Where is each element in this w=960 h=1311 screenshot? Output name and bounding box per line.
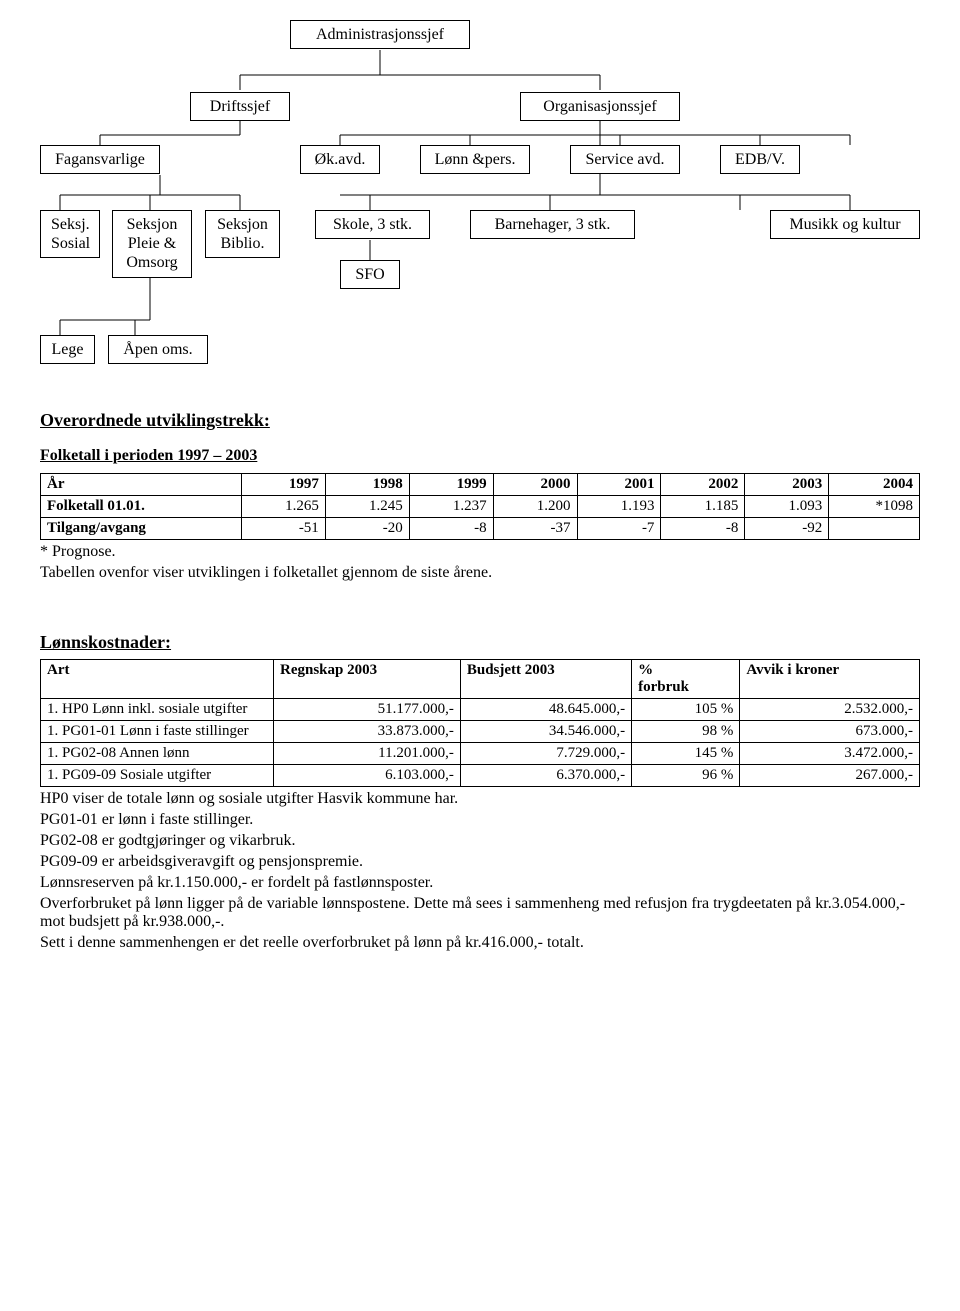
t2-r3-budsjett: 6.370.000,-: [460, 765, 631, 787]
t1-r0-c7: 1.093: [745, 496, 829, 518]
node-sosial: Seksj. Sosial: [40, 210, 100, 258]
t1-r0-c8: *1098: [829, 496, 920, 518]
t1-r0-c3: 1.237: [409, 496, 493, 518]
t1-col-2000: 2000: [493, 474, 577, 496]
t1-r1-c7: -92: [745, 518, 829, 540]
t2-r1-forbruk: 98 %: [632, 721, 740, 743]
section-lonnskostnader-title: Lønnskostnader:: [40, 632, 920, 653]
node-lege: Lege: [40, 335, 95, 364]
table-row: 1. HP0 Lønn inkl. sosiale utgifter 51.17…: [41, 699, 920, 721]
org-chart-lines: [40, 20, 920, 380]
node-barnehager: Barnehager, 3 stk.: [470, 210, 635, 239]
t2-r3-art: 1. PG09-09 Sosiale utgifter: [41, 765, 274, 787]
node-edb: EDB/V.: [720, 145, 800, 174]
t2-col-forbruk: % forbruk: [632, 660, 740, 699]
t2-col-regnskap: Regnskap 2003: [274, 660, 461, 699]
table-row: Folketall 01.01. 1.265 1.245 1.237 1.200…: [41, 496, 920, 518]
body-p7: Sett i denne sammenhengen er det reelle …: [40, 934, 920, 952]
t1-col-2001: 2001: [577, 474, 661, 496]
body-p5: Lønnsreserven på kr.1.150.000,- er forde…: [40, 874, 920, 892]
t1-r1-c3: -8: [409, 518, 493, 540]
table1-footnote-desc: Tabellen ovenfor viser utviklingen i fol…: [40, 564, 920, 582]
table-folketall: År 1997 1998 1999 2000 2001 2002 2003 20…: [40, 473, 920, 540]
t1-r0-c6: 1.185: [661, 496, 745, 518]
t1-col-ar: År: [41, 474, 242, 496]
node-sfo: SFO: [340, 260, 400, 289]
t2-r1-art: 1. PG01-01 Lønn i faste stillinger: [41, 721, 274, 743]
table-row: 1. PG01-01 Lønn i faste stillinger 33.87…: [41, 721, 920, 743]
t2-r2-budsjett: 7.729.000,-: [460, 743, 631, 765]
t2-r0-budsjett: 48.645.000,-: [460, 699, 631, 721]
t2-r0-art: 1. HP0 Lønn inkl. sosiale utgifter: [41, 699, 274, 721]
body-p6: Overforbruket på lønn ligger på de varia…: [40, 895, 920, 931]
table-row: 1. PG02-08 Annen lønn 11.201.000,- 7.729…: [41, 743, 920, 765]
section-utviklingstrekk-title: Overordnede utviklingstrekk:: [40, 410, 920, 431]
node-lonn: Lønn &pers.: [420, 145, 530, 174]
body-p1: HP0 viser de totale lønn og sosiale utgi…: [40, 790, 920, 808]
table1-footnote-prognose: * Prognose.: [40, 543, 920, 561]
t1-col-2002: 2002: [661, 474, 745, 496]
t1-r0-label: Folketall 01.01.: [47, 498, 145, 514]
section-folketall-subtitle: Folketall i perioden 1997 – 2003: [40, 447, 920, 465]
node-fagansvarlige: Fagansvarlige: [40, 145, 160, 174]
t1-col-1998: 1998: [325, 474, 409, 496]
t1-col-2003: 2003: [745, 474, 829, 496]
t1-r1-c8: [829, 518, 920, 540]
node-musikk: Musikk og kultur: [770, 210, 920, 239]
t1-r1-c6: -8: [661, 518, 745, 540]
body-p4: PG09-09 er arbeidsgiveravgift og pensjon…: [40, 853, 920, 871]
t2-col-art: Art: [41, 660, 274, 699]
node-skole: Skole, 3 stk.: [315, 210, 430, 239]
t2-col-budsjett: Budsjett 2003: [460, 660, 631, 699]
t1-col-1997: 1997: [241, 474, 325, 496]
t2-r0-regnskap: 51.177.000,-: [274, 699, 461, 721]
body-p2: PG01-01 er lønn i faste stillinger.: [40, 811, 920, 829]
t1-r1-c4: -37: [493, 518, 577, 540]
t2-r2-regnskap: 11.201.000,-: [274, 743, 461, 765]
table-lonnskostnader: Art Regnskap 2003 Budsjett 2003 % forbru…: [40, 659, 920, 787]
node-drift: Driftssjef: [190, 92, 290, 121]
t1-r0-c2: 1.245: [325, 496, 409, 518]
node-orgsjef: Organisasjonssjef: [520, 92, 680, 121]
body-p3: PG02-08 er godtgjøringer og vikarbruk.: [40, 832, 920, 850]
t1-r1-c2: -20: [325, 518, 409, 540]
t2-r3-forbruk: 96 %: [632, 765, 740, 787]
org-chart: Administrasjonssjef Driftssjef Organisas…: [40, 20, 920, 380]
t2-r2-avvik: 3.472.000,-: [740, 743, 920, 765]
t2-r0-forbruk: 105 %: [632, 699, 740, 721]
t1-r1-label: Tilgang/avgang: [47, 520, 146, 536]
t1-col-1999: 1999: [409, 474, 493, 496]
t2-r1-budsjett: 34.546.000,-: [460, 721, 631, 743]
t2-col-avvik: Avvik i kroner: [740, 660, 920, 699]
table-row: Tilgang/avgang -51 -20 -8 -37 -7 -8 -92: [41, 518, 920, 540]
t1-r1-c5: -7: [577, 518, 661, 540]
t2-r1-regnskap: 33.873.000,-: [274, 721, 461, 743]
t1-col-2004: 2004: [829, 474, 920, 496]
t2-r3-regnskap: 6.103.000,-: [274, 765, 461, 787]
t2-r2-art: 1. PG02-08 Annen lønn: [41, 743, 274, 765]
t1-r1-c1: -51: [241, 518, 325, 540]
t1-r0-c5: 1.193: [577, 496, 661, 518]
node-okonomi: Øk.avd.: [300, 145, 380, 174]
t2-r2-forbruk: 145 %: [632, 743, 740, 765]
node-apen-oms: Åpen oms.: [108, 335, 208, 364]
t2-r0-avvik: 2.532.000,-: [740, 699, 920, 721]
t2-r1-avvik: 673.000,-: [740, 721, 920, 743]
table-row: 1. PG09-09 Sosiale utgifter 6.103.000,- …: [41, 765, 920, 787]
t1-r0-c4: 1.200: [493, 496, 577, 518]
t2-r3-avvik: 267.000,-: [740, 765, 920, 787]
node-service: Service avd.: [570, 145, 680, 174]
node-admin: Administrasjonssjef: [290, 20, 470, 49]
t1-r0-c1: 1.265: [241, 496, 325, 518]
node-pleie: Seksjon Pleie & Omsorg: [112, 210, 192, 278]
node-biblio: Seksjon Biblio.: [205, 210, 280, 258]
